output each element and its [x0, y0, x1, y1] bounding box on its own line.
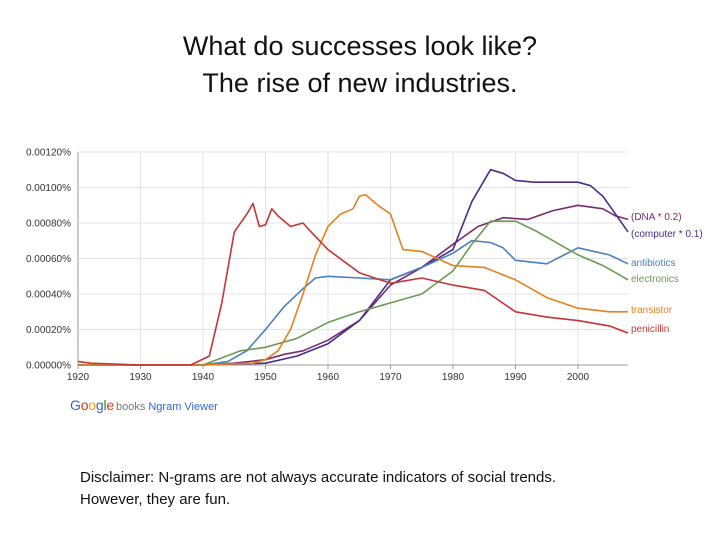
google-books-ngram-logo: Google books Ngram Viewer [70, 397, 218, 413]
y-tick-label: 0.00080% [26, 219, 71, 230]
y-tick-label: 0.00060% [26, 254, 71, 265]
series-label: antibiotics [631, 258, 675, 269]
logo-letter: e [106, 397, 114, 413]
x-tick-label: 2000 [567, 372, 590, 383]
series-label: penicillin [631, 324, 669, 335]
books-label: books [116, 401, 146, 413]
y-tick-label: 0.00000% [26, 361, 71, 372]
x-tick-label: 1930 [129, 372, 152, 383]
logo-letter: g [95, 397, 104, 413]
slide-title: What do successes look like? The rise of… [0, 28, 720, 102]
y-tick-label: 0.00020% [26, 325, 71, 336]
x-tick-label: 1960 [317, 372, 340, 383]
ngram-viewer-label: Ngram Viewer [148, 401, 218, 413]
ngram-chart: 0.00000% 0.00020% 0.00040% 0.00060% 0.00080%… [0, 130, 720, 425]
x-tick-label: 1950 [254, 372, 277, 383]
title-line-1: What do successes look like? [182, 31, 538, 61]
logo-letter: o [88, 397, 96, 413]
logo-letter: l [103, 397, 107, 413]
y-tick-label: 0.00120% [26, 148, 71, 159]
series-line [78, 204, 629, 366]
x-tick-label: 1940 [192, 372, 215, 383]
title-line-2: The rise of new industries. [202, 68, 518, 98]
google-wordmark: Google [70, 397, 114, 413]
y-tick-label: 0.00040% [26, 290, 71, 301]
disclaimer-line-2: However, they are fun. [80, 491, 231, 508]
y-tick-label: 0.00100% [26, 183, 71, 194]
series-line [78, 168, 629, 366]
x-tick-label: 1980 [442, 372, 465, 383]
disclaimer: Disclaimer: N-grams are not always accur… [80, 467, 700, 511]
series-line [78, 220, 629, 366]
series-label: (computer * 0.1) [631, 229, 703, 240]
series-line [77, 202, 629, 366]
series-label: (DNA * 0.2) [631, 212, 682, 223]
series-label: electronics [631, 274, 679, 285]
series-line [78, 239, 629, 366]
x-tick-label: 1920 [67, 372, 90, 383]
logo-letter: o [80, 397, 89, 413]
ngram-chart-svg: 0.00000% 0.00020% 0.00040% 0.00060% 0.00080%… [26, 148, 703, 384]
x-tick-label: 1990 [504, 372, 527, 383]
disclaimer-line-1: Disclaimer: N-grams are not always accur… [80, 469, 557, 486]
series-line [78, 193, 628, 366]
x-tick-label: 1970 [379, 372, 402, 383]
logo-letter: G [70, 397, 81, 413]
series-label: transistor [631, 305, 673, 316]
